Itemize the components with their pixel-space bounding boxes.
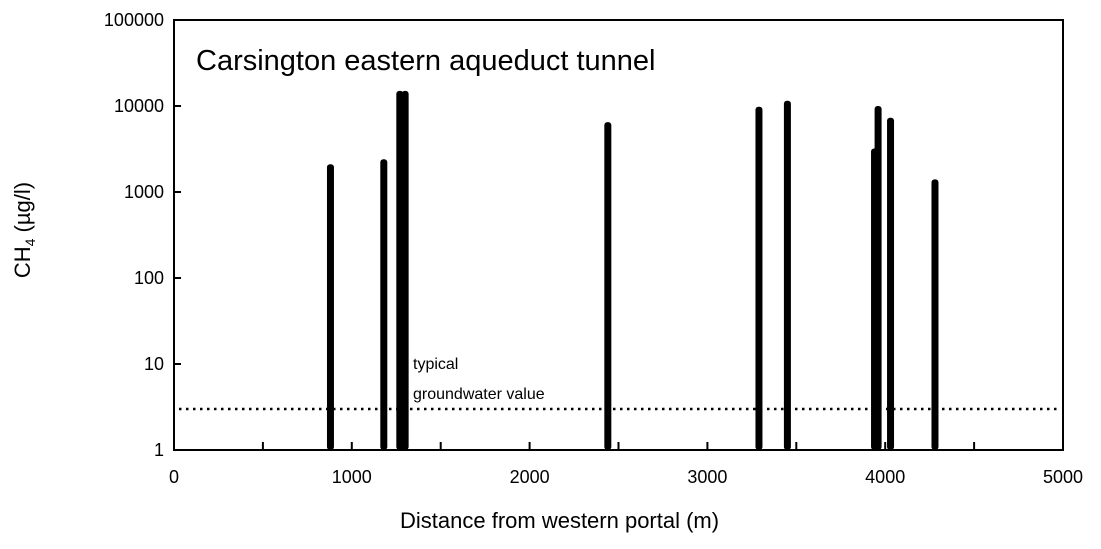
bar-2 bbox=[380, 159, 388, 451]
x-axis-label: Distance from western portal (m) bbox=[400, 508, 720, 533]
y-axis-label-suffix: (µg/l) bbox=[9, 181, 35, 239]
bar-11 bbox=[931, 179, 939, 450]
x-tick-label: 4000 bbox=[865, 467, 905, 487]
bar-5 bbox=[604, 122, 612, 451]
y-axis-label-subscript: 4 bbox=[22, 238, 39, 247]
x-tick-label: 5000 bbox=[1043, 467, 1083, 487]
reference-label-line1: typical bbox=[413, 356, 458, 373]
y-axis-label: CH4 (µg/l) bbox=[4, 100, 44, 360]
x-tick-label: 1000 bbox=[332, 467, 372, 487]
y-tick-label: 1 bbox=[154, 440, 164, 460]
y-tick-label: 10 bbox=[144, 354, 164, 374]
bar-1 bbox=[326, 164, 334, 451]
y-tick-label: 100000 bbox=[104, 10, 164, 30]
x-ticks-group: 0 1000 2000 3000 4000 5000 bbox=[169, 442, 1083, 487]
bar-3 bbox=[396, 90, 404, 451]
plot-frame bbox=[173, 19, 1064, 451]
y-tick-label: 10000 bbox=[114, 96, 164, 116]
x-tick-label: 2000 bbox=[510, 467, 550, 487]
bar-6 bbox=[755, 106, 763, 451]
x-tick-label: 0 bbox=[169, 467, 179, 487]
reference-label-line2: groundwater value bbox=[413, 386, 545, 403]
bar-4 bbox=[401, 90, 409, 451]
x-tick-label: 3000 bbox=[687, 467, 727, 487]
y-tick-label: 1000 bbox=[124, 182, 164, 202]
bar-7 bbox=[783, 100, 791, 451]
y-axis-label-prefix: CH bbox=[9, 246, 35, 279]
y-tick-label: 100 bbox=[134, 268, 164, 288]
bar-9 bbox=[874, 106, 882, 450]
chart-title: Carsington eastern aqueduct tunnel bbox=[196, 45, 655, 77]
y-ticks-group: 1 10 100 1000 10000 100000 bbox=[104, 10, 181, 460]
bars-group bbox=[326, 90, 939, 451]
bar-10 bbox=[887, 117, 895, 450]
